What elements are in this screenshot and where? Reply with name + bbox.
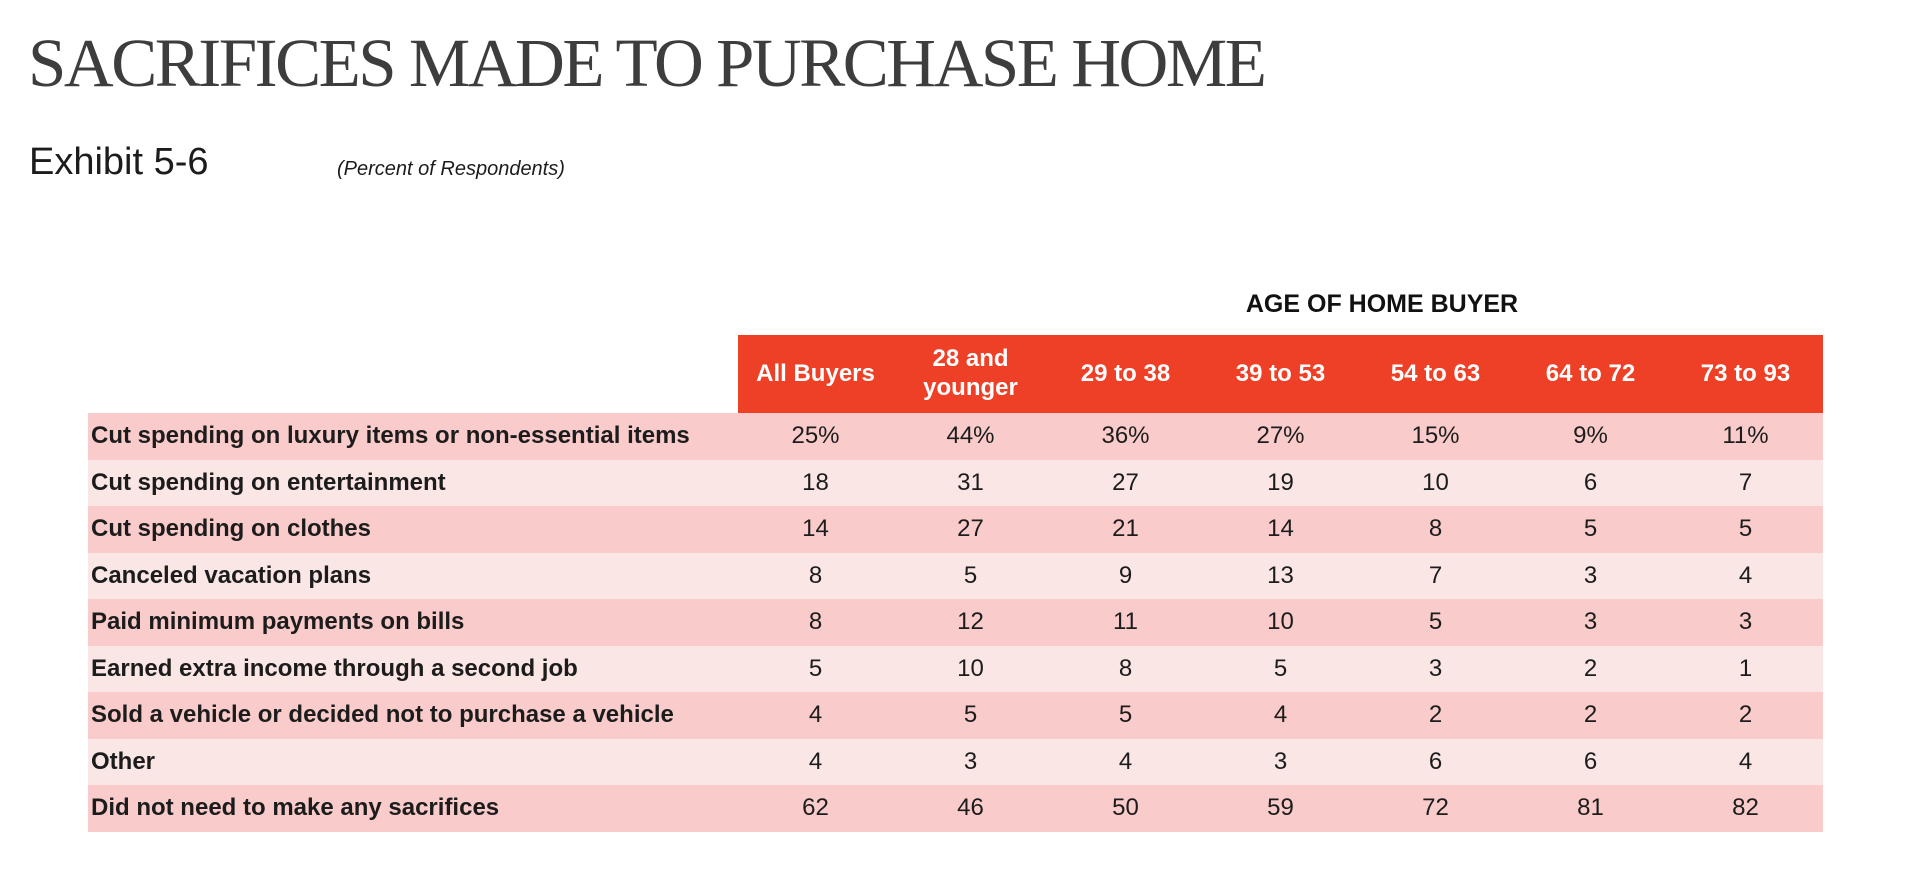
table-cell: 1 bbox=[1668, 645, 1823, 692]
row-label: Paid minimum payments on bills bbox=[88, 599, 738, 646]
column-header: All Buyers bbox=[738, 335, 893, 413]
table-cell: 72 bbox=[1358, 785, 1513, 832]
table-cell: 12 bbox=[893, 599, 1048, 646]
table-cell: 5 bbox=[1358, 599, 1513, 646]
table-cell: 81 bbox=[1513, 785, 1668, 832]
row-label: Cut spending on luxury items or non-esse… bbox=[88, 413, 738, 460]
page-title: SACRIFICES MADE TO PURCHASE HOME bbox=[28, 25, 1267, 101]
table-cell: 10 bbox=[893, 645, 1048, 692]
table-cell: 7 bbox=[1668, 459, 1823, 506]
units-note: (Percent of Respondents) bbox=[337, 158, 565, 180]
row-label: Sold a vehicle or decided not to purchas… bbox=[88, 692, 738, 739]
table-cell: 7 bbox=[1358, 552, 1513, 599]
table-cell: 27% bbox=[1203, 413, 1358, 460]
table-row: Cut spending on clothes 14 27 21 14 8 5 5 bbox=[88, 506, 1823, 553]
row-label: Canceled vacation plans bbox=[88, 552, 738, 599]
table-row: Other 4 3 4 3 6 6 4 bbox=[88, 738, 1823, 785]
table-cell: 3 bbox=[1513, 552, 1668, 599]
table-cell: 44% bbox=[893, 413, 1048, 460]
column-header: 28 and younger bbox=[893, 335, 1048, 413]
column-header: 73 to 93 bbox=[1668, 335, 1823, 413]
table-cell: 5 bbox=[738, 645, 893, 692]
row-label: Earned extra income through a second job bbox=[88, 645, 738, 692]
column-header: 64 to 72 bbox=[1513, 335, 1668, 413]
exhibit-label: Exhibit 5-6 bbox=[29, 141, 209, 183]
row-label: Did not need to make any sacrifices bbox=[88, 785, 738, 832]
table-cell: 3 bbox=[1513, 599, 1668, 646]
table-row: Did not need to make any sacrifices 62 46 5… bbox=[88, 785, 1823, 832]
table-cell: 11 bbox=[1048, 599, 1203, 646]
table-cell: 31 bbox=[893, 459, 1048, 506]
table-cell: 4 bbox=[1203, 692, 1358, 739]
table-cell: 8 bbox=[738, 599, 893, 646]
table-cell: 5 bbox=[1513, 506, 1668, 553]
table-cell: 25% bbox=[738, 413, 893, 460]
age-group-heading: AGE OF HOME BUYER bbox=[1245, 290, 1519, 318]
column-header: 29 to 38 bbox=[1048, 335, 1203, 413]
table-header-row: All Buyers 28 and younger 29 to 38 39 to… bbox=[88, 335, 1823, 413]
table-cell: 9 bbox=[1048, 552, 1203, 599]
table-cell: 46 bbox=[893, 785, 1048, 832]
table-row: Cut spending on luxury items or non-esse… bbox=[88, 413, 1823, 460]
table-cell: 50 bbox=[1048, 785, 1203, 832]
table-cell: 3 bbox=[1358, 645, 1513, 692]
sacrifices-table: All Buyers 28 and younger 29 to 38 39 to… bbox=[88, 335, 1823, 832]
table-cell: 19 bbox=[1203, 459, 1358, 506]
table-cell: 10 bbox=[1203, 599, 1358, 646]
table-cell: 6 bbox=[1513, 738, 1668, 785]
row-label: Cut spending on clothes bbox=[88, 506, 738, 553]
table-row: Canceled vacation plans 8 5 9 13 7 3 4 bbox=[88, 552, 1823, 599]
table-cell: 18 bbox=[738, 459, 893, 506]
table-cell: 8 bbox=[738, 552, 893, 599]
table-cell: 4 bbox=[1668, 552, 1823, 599]
table-cell: 4 bbox=[1668, 738, 1823, 785]
table-cell: 11% bbox=[1668, 413, 1823, 460]
table-cell: 2 bbox=[1668, 692, 1823, 739]
table-cell: 59 bbox=[1203, 785, 1358, 832]
table-cell: 3 bbox=[1668, 599, 1823, 646]
table-cell: 15% bbox=[1358, 413, 1513, 460]
table-cell: 62 bbox=[738, 785, 893, 832]
table-cell: 8 bbox=[1358, 506, 1513, 553]
table-cell: 6 bbox=[1358, 738, 1513, 785]
table-cell: 27 bbox=[893, 506, 1048, 553]
column-header: 39 to 53 bbox=[1203, 335, 1358, 413]
row-label: Cut spending on entertainment bbox=[88, 459, 738, 506]
table-cell: 10 bbox=[1358, 459, 1513, 506]
column-header: 54 to 63 bbox=[1358, 335, 1513, 413]
table-cell: 21 bbox=[1048, 506, 1203, 553]
table-cell: 8 bbox=[1048, 645, 1203, 692]
table-row: Sold a vehicle or decided not to purchas… bbox=[88, 692, 1823, 739]
table-cell: 2 bbox=[1358, 692, 1513, 739]
table-cell: 3 bbox=[1203, 738, 1358, 785]
table-cell: 5 bbox=[1203, 645, 1358, 692]
row-label: Other bbox=[88, 738, 738, 785]
table-cell: 13 bbox=[1203, 552, 1358, 599]
table-cell: 27 bbox=[1048, 459, 1203, 506]
table-row: Paid minimum payments on bills 8 12 11 10 5 3 3 bbox=[88, 599, 1823, 646]
table-cell: 5 bbox=[1668, 506, 1823, 553]
table-cell: 36% bbox=[1048, 413, 1203, 460]
table-cell: 14 bbox=[1203, 506, 1358, 553]
table-cell: 2 bbox=[1513, 645, 1668, 692]
table-body: Cut spending on luxury items or non-esse… bbox=[88, 413, 1823, 832]
table-cell: 3 bbox=[893, 738, 1048, 785]
table-cell: 82 bbox=[1668, 785, 1823, 832]
table-cell: 14 bbox=[738, 506, 893, 553]
table-cell: 5 bbox=[1048, 692, 1203, 739]
table-row: Earned extra income through a second job… bbox=[88, 645, 1823, 692]
table-cell: 5 bbox=[893, 692, 1048, 739]
table-cell: 4 bbox=[738, 738, 893, 785]
table-cell: 6 bbox=[1513, 459, 1668, 506]
table-row: Cut spending on entertainment 18 31 27 19 10 6… bbox=[88, 459, 1823, 506]
table-cell: 9% bbox=[1513, 413, 1668, 460]
table-header-corner bbox=[88, 335, 738, 413]
table-cell: 5 bbox=[893, 552, 1048, 599]
table-cell: 4 bbox=[738, 692, 893, 739]
table-cell: 4 bbox=[1048, 738, 1203, 785]
table-cell: 2 bbox=[1513, 692, 1668, 739]
